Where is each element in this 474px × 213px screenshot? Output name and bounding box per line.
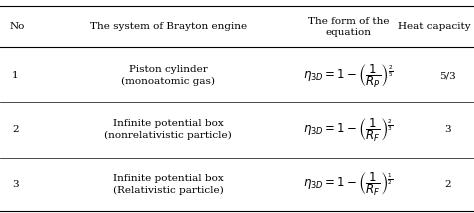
Text: 1: 1 [12,71,18,80]
Text: $\eta_{3D} = 1 - \left(\dfrac{1}{R_F}\right)^{\frac{2}{3}}$: $\eta_{3D} = 1 - \left(\dfrac{1}{R_F}\ri… [303,116,393,144]
Text: 2: 2 [445,180,451,189]
Text: 3: 3 [12,180,18,189]
Text: 5/3: 5/3 [439,71,456,80]
Text: Infinite potential box
(Relativistic particle): Infinite potential box (Relativistic par… [113,174,224,195]
Text: No: No [9,22,25,31]
Text: Piston cylinder
(monoatomic gas): Piston cylinder (monoatomic gas) [121,65,215,86]
Text: 3: 3 [445,125,451,134]
Text: 2: 2 [12,125,18,134]
Text: The system of Brayton engine: The system of Brayton engine [90,22,247,31]
Text: $\eta_{3D} = 1 - \left(\dfrac{1}{R_F}\right)^{\frac{1}{2}}$: $\eta_{3D} = 1 - \left(\dfrac{1}{R_F}\ri… [303,170,393,198]
Text: $\eta_{3D} = 1 - \left(\dfrac{1}{R_P}\right)^{\frac{2}{5}}$: $\eta_{3D} = 1 - \left(\dfrac{1}{R_P}\ri… [303,62,394,89]
Text: Infinite potential box
(nonrelativistic particle): Infinite potential box (nonrelativistic … [104,119,232,140]
Text: Heat capacity ratio: Heat capacity ratio [398,22,474,31]
Text: The form of the
equation: The form of the equation [308,17,389,37]
